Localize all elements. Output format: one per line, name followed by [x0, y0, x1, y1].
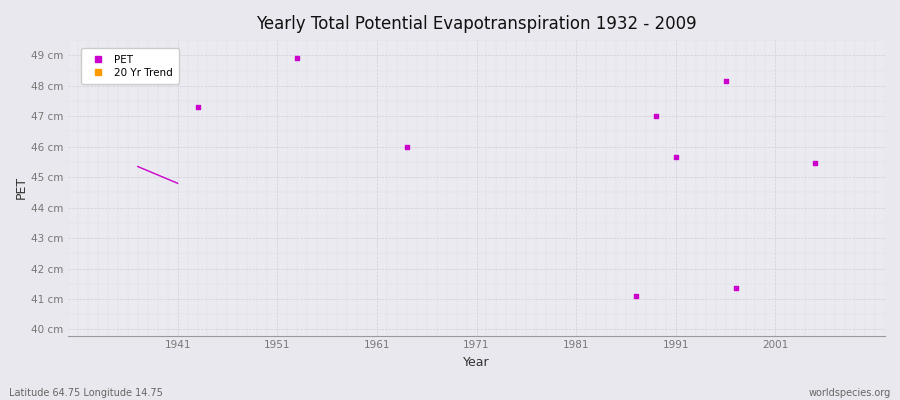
X-axis label: Year: Year [464, 356, 490, 369]
Y-axis label: PET: PET [15, 176, 28, 200]
Point [718, 78, 733, 84]
Point [669, 154, 683, 160]
Point [629, 293, 643, 299]
Legend: PET, 20 Yr Trend: PET, 20 Yr Trend [81, 48, 179, 84]
Point [290, 55, 304, 62]
Point [400, 144, 414, 150]
Point [190, 104, 204, 110]
Text: worldspecies.org: worldspecies.org [809, 388, 891, 398]
Point [808, 160, 823, 167]
Text: Latitude 64.75 Longitude 14.75: Latitude 64.75 Longitude 14.75 [9, 388, 163, 398]
Title: Yearly Total Potential Evapotranspiration 1932 - 2009: Yearly Total Potential Evapotranspiratio… [256, 15, 697, 33]
Point [649, 113, 663, 120]
Point [728, 285, 742, 292]
